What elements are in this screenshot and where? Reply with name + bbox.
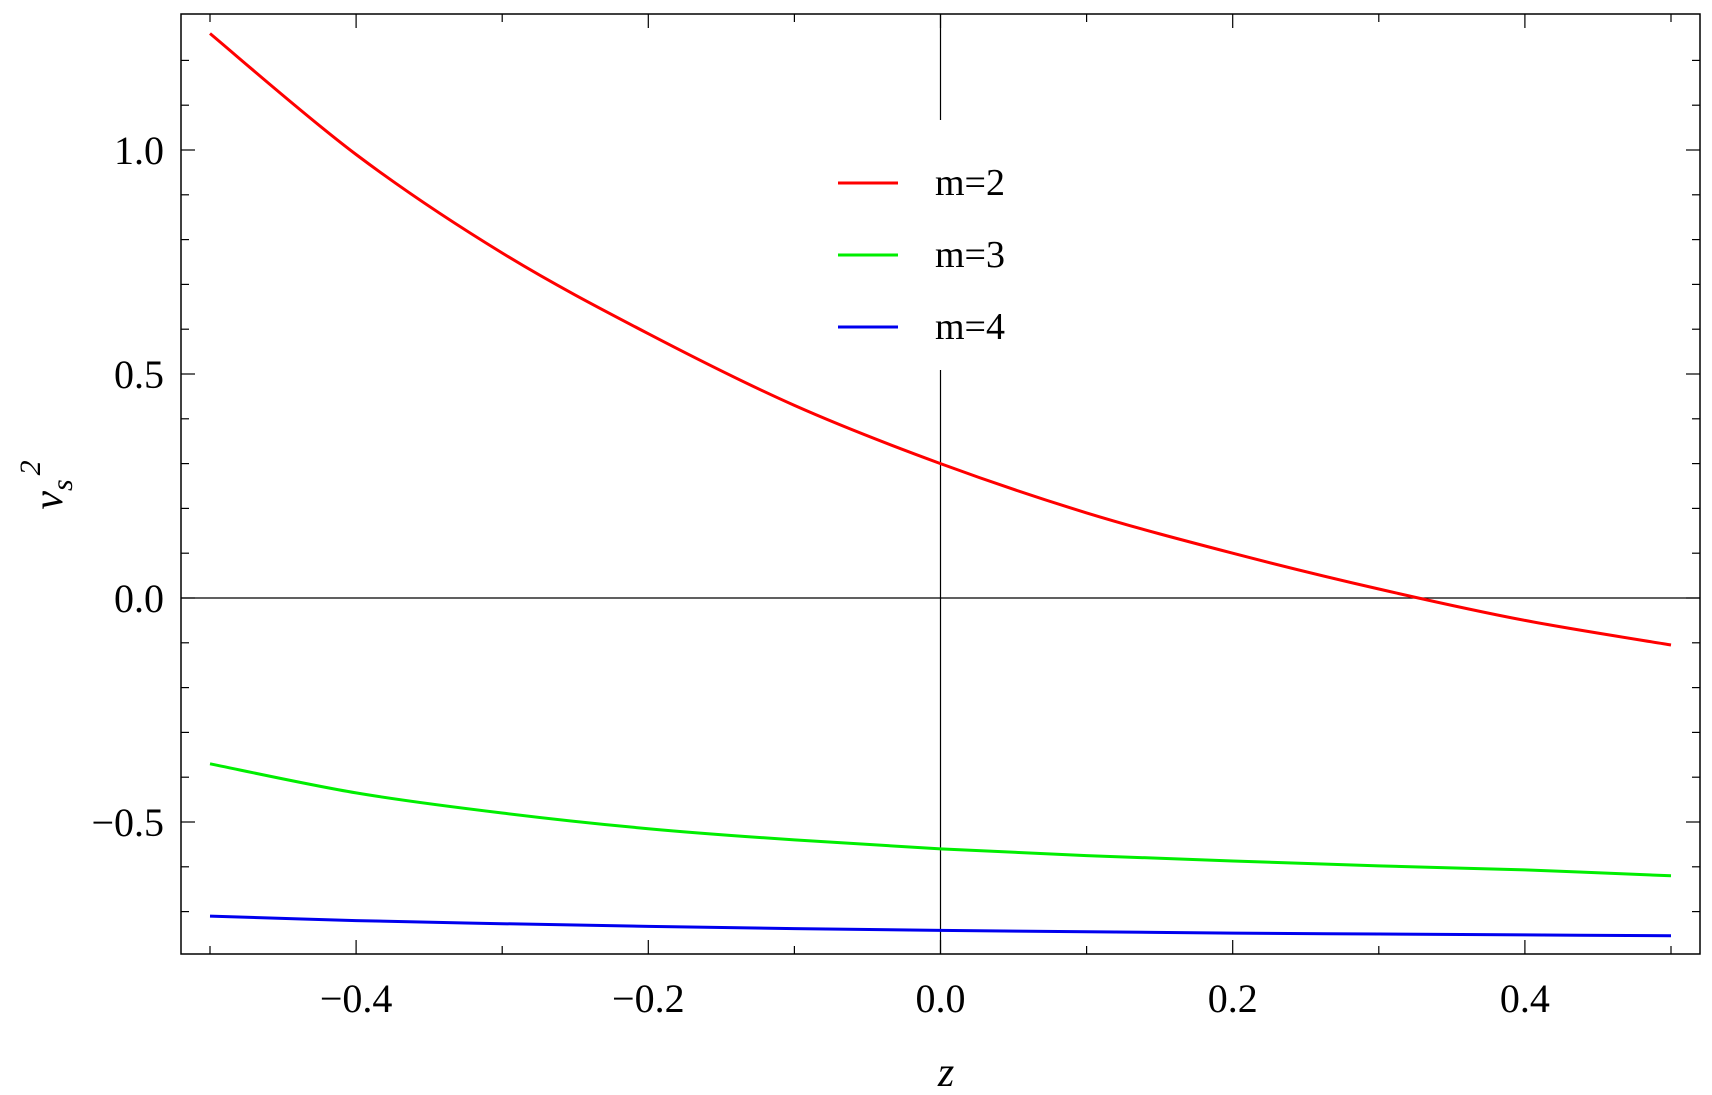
y-axis-title: vs 2: [14, 460, 79, 509]
legend-label: m=2: [935, 162, 1005, 204]
x-tick-label: 0.0: [916, 976, 966, 1021]
series-group: [209, 32, 1672, 938]
y-tick-label: 1.0: [114, 128, 164, 173]
series-line-m2: [209, 32, 1672, 647]
series-line-m4: [209, 914, 1672, 938]
y-tick-label: 0.5: [114, 352, 164, 397]
x-tick-label: −0.4: [320, 976, 393, 1021]
y-tick-label: −0.5: [91, 800, 164, 845]
legend-label: m=4: [935, 306, 1005, 348]
legend-label: m=3: [935, 234, 1005, 276]
x-tick-label: 0.2: [1208, 976, 1258, 1021]
y-axis-title-superscript: 2: [14, 460, 47, 475]
series-line-m3: [209, 762, 1672, 878]
x-tick-label: 0.4: [1500, 976, 1550, 1021]
y-tick-label: 0.0: [114, 576, 164, 621]
y-tick-labels: −0.5 0.0 0.5 1.0: [91, 128, 164, 845]
x-tick-labels: −0.4 −0.2 0.0 0.2 0.4: [320, 976, 1550, 1021]
legend: m=2 m=3 m=4: [838, 162, 1005, 348]
x-axis-title: z: [937, 1050, 954, 1095]
y-axis-title-base: v: [26, 491, 72, 510]
y-axis-title-subscript: s: [46, 479, 79, 491]
x-tick-label: −0.2: [612, 976, 685, 1021]
